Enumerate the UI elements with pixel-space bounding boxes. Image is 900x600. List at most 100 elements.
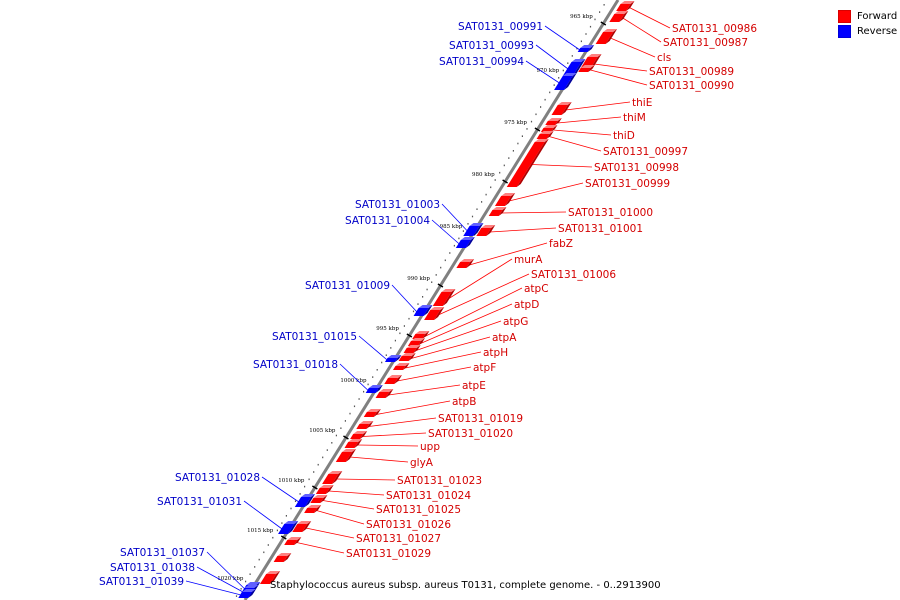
- reverse-gene-label[interactable]: SAT0131_01004: [345, 215, 430, 227]
- forward-leader-line: [557, 116, 622, 124]
- forward-gene-label[interactable]: SAT0131_01029: [346, 548, 431, 560]
- forward-gene-label[interactable]: SAT0131_01019: [438, 413, 523, 425]
- gene-face: [384, 358, 398, 362]
- reverse-gene-block: [577, 45, 595, 52]
- tick-dot: [403, 325, 405, 327]
- tick-dot: [535, 113, 537, 116]
- gene-face: [545, 121, 558, 125]
- forward-gene-block: [424, 307, 445, 320]
- gene-features: [238, 1, 635, 598]
- reverse-gene-label[interactable]: SAT0131_01015: [272, 331, 357, 343]
- forward-gene-block: [292, 521, 312, 532]
- forward-gene-label[interactable]: thiD: [613, 130, 635, 142]
- forward-gene-label[interactable]: SAT0131_00986: [672, 23, 757, 35]
- gene-face: [562, 62, 582, 76]
- forward-gene-label[interactable]: atpG: [503, 316, 528, 328]
- tick-dot: [272, 536, 274, 539]
- gene-face: [595, 32, 614, 44]
- reverse-leader-line: [525, 60, 560, 84]
- forward-gene-label[interactable]: atpH: [483, 347, 508, 359]
- gene-face: [363, 412, 377, 417]
- forward-leader-line: [305, 527, 355, 539]
- forward-gene-label[interactable]: thiE: [632, 97, 652, 109]
- forward-gene-label[interactable]: SAT0131_01024: [386, 490, 471, 502]
- reverse-gene-label[interactable]: SAT0131_01039: [99, 576, 184, 588]
- reverse-gene-label[interactable]: SAT0131_00991: [458, 21, 543, 33]
- forward-gene-label[interactable]: SAT0131_01020: [428, 428, 513, 440]
- tick-dot: [344, 420, 346, 422]
- gene-face: [365, 388, 379, 393]
- tick-dot: [435, 274, 437, 276]
- reverse-gene-label[interactable]: SAT0131_01037: [120, 547, 205, 559]
- forward-gene-block: [476, 225, 496, 236]
- forward-leader-line: [316, 510, 365, 525]
- forward-gene-label[interactable]: atpD: [514, 299, 539, 311]
- tick-dot: [313, 471, 315, 473]
- gene-face: [412, 334, 426, 339]
- forward-gene-label[interactable]: SAT0131_00989: [649, 66, 734, 78]
- forward-gene-label[interactable]: SAT0131_00999: [585, 178, 670, 190]
- forward-gene-label[interactable]: glyA: [410, 457, 434, 469]
- tick-dot: [308, 478, 310, 481]
- forward-gene-label[interactable]: thiM: [623, 112, 646, 124]
- forward-gene-label[interactable]: atpA: [492, 332, 517, 344]
- forward-gene-label[interactable]: SAT0131_01000: [568, 207, 653, 219]
- reverse-gene-label[interactable]: SAT0131_01018: [253, 359, 338, 371]
- gene-side: [373, 409, 381, 417]
- forward-gene-block: [356, 421, 374, 429]
- forward-gene-block: [392, 363, 410, 370]
- forward-gene-label[interactable]: upp: [420, 441, 440, 453]
- forward-gene-label[interactable]: atpE: [462, 380, 486, 392]
- tick-dot: [349, 412, 351, 415]
- gene-side: [555, 118, 562, 125]
- tick-dot: [258, 558, 260, 561]
- gene-top: [241, 589, 256, 592]
- reverse-gene-block: [365, 385, 383, 393]
- gene-side: [588, 65, 595, 72]
- tick-dot: [499, 171, 501, 174]
- tick-mark: [343, 435, 349, 440]
- reverse-gene-label[interactable]: SAT0131_01003: [355, 199, 440, 211]
- forward-gene-block: [407, 338, 426, 346]
- forward-gene-label[interactable]: SAT0131_01023: [397, 475, 482, 487]
- forward-gene-label[interactable]: SAT0131_01001: [558, 223, 643, 235]
- gene-top: [543, 125, 558, 128]
- reverse-gene-label[interactable]: SAT0131_01038: [110, 562, 195, 574]
- gene-top: [469, 223, 484, 226]
- forward-gene-label[interactable]: SAT0131_01006: [531, 269, 616, 281]
- gene-face: [456, 262, 471, 268]
- gene-face: [350, 434, 364, 439]
- forward-gene-label[interactable]: murA: [514, 254, 543, 266]
- gene-side: [332, 471, 343, 484]
- forward-gene-label[interactable]: SAT0131_01026: [366, 519, 451, 531]
- legend-forward[interactable]: Forward: [838, 9, 897, 24]
- forward-gene-label[interactable]: atpB: [452, 396, 476, 408]
- forward-gene-label[interactable]: atpC: [524, 283, 549, 295]
- reverse-gene-label[interactable]: SAT0131_00993: [449, 40, 534, 52]
- reverse-gene-label[interactable]: SAT0131_01028: [175, 472, 260, 484]
- reverse-gene-label[interactable]: SAT0131_01031: [157, 496, 242, 508]
- reverse-leader-line: [391, 284, 418, 313]
- legend-reverse[interactable]: Reverse: [838, 24, 897, 39]
- forward-gene-label[interactable]: atpF: [473, 362, 496, 374]
- reverse-gene-label[interactable]: SAT0131_00994: [439, 56, 524, 68]
- forward-gene-label[interactable]: fabZ: [549, 238, 573, 250]
- gene-side: [423, 305, 433, 316]
- leader-lines: [185, 7, 671, 596]
- forward-gene-label[interactable]: SAT0131_00987: [663, 37, 748, 49]
- forward-gene-label[interactable]: SAT0131_01025: [376, 504, 461, 516]
- forward-leader-line: [405, 351, 482, 369]
- forward-gene-label[interactable]: SAT0131_00990: [649, 80, 734, 92]
- reverse-leader-line: [196, 566, 244, 593]
- forward-leader-line: [629, 7, 671, 29]
- forward-gene-label[interactable]: SAT0131_01027: [356, 533, 441, 545]
- forward-gene-label[interactable]: cls: [657, 52, 671, 64]
- forward-swatch: [838, 10, 851, 23]
- forward-gene-label[interactable]: SAT0131_00997: [603, 146, 688, 158]
- tick-mark: [534, 127, 541, 132]
- forward-leader-line: [362, 432, 427, 437]
- tick-dot: [490, 186, 492, 189]
- reverse-gene-label[interactable]: SAT0131_01009: [305, 280, 390, 292]
- forward-gene-label[interactable]: SAT0131_00998: [594, 162, 679, 174]
- tick-dot: [512, 150, 514, 152]
